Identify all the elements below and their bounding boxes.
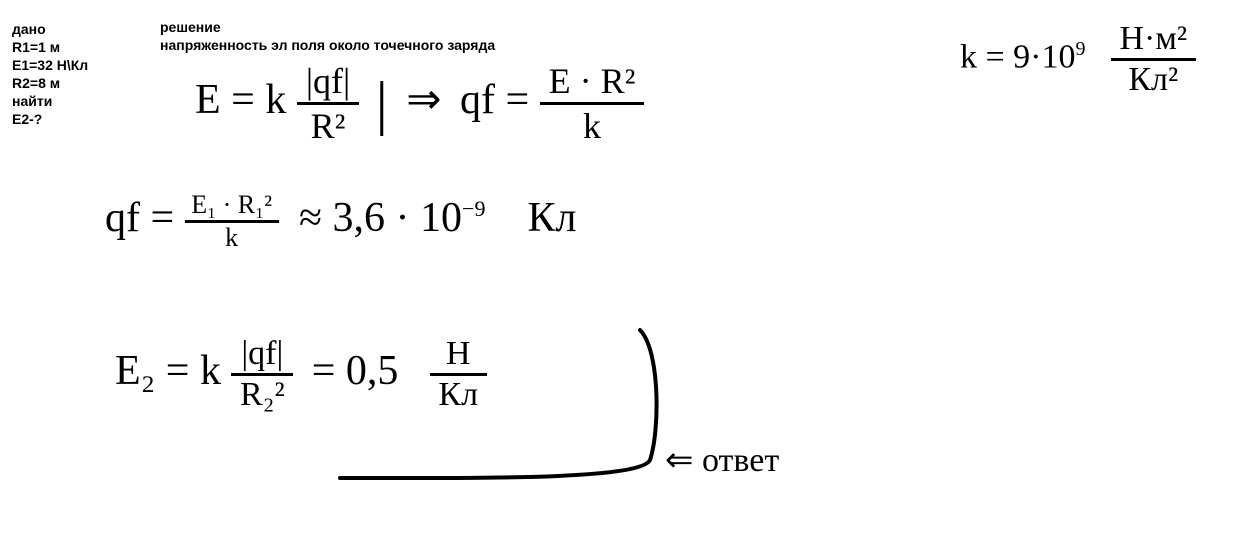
k-constant-exp: 9 — [1076, 38, 1086, 60]
given-header: дано — [12, 20, 46, 38]
k-constant-unit: Н·м² Кл² — [1111, 20, 1196, 99]
eq1-rfrac: E · R² k — [540, 60, 645, 147]
eq3-den: R₂² — [231, 373, 293, 414]
formula-line-1: E = k |qf| R² | ⇒ qf = E · R² k — [195, 60, 644, 147]
eq3-frac: |qf| R₂² — [231, 335, 293, 414]
eq3-lhs: E₂ = k — [115, 348, 221, 394]
eq2-num: E₁ · R₁² — [185, 190, 279, 220]
eq1-rnum: E · R² — [540, 60, 645, 102]
eq2-unit: Кл — [527, 195, 576, 241]
eq1-frac: |qf| R² — [297, 60, 359, 147]
eq3-uden: Кл — [430, 373, 487, 414]
k-constant: k = 9·109 Н·м² Кл² — [960, 20, 1196, 99]
k-unit-num: Н·м² — [1111, 20, 1196, 58]
k-unit-den: Кл² — [1111, 58, 1196, 99]
formula-line-2: qf = E₁ · R₁² k ≈ 3,6 · 10−9 Кл — [105, 190, 576, 253]
eq2-approx: ≈ 3,6 · 10 — [299, 195, 462, 241]
eq1-rden: k — [540, 102, 645, 147]
eq1-lhs: E = k — [195, 77, 286, 123]
eq3-num: |qf| — [231, 335, 293, 373]
find-e2: E2-? — [12, 110, 42, 128]
eq1-num: |qf| — [297, 60, 359, 102]
eq3-eq: = 0,5 — [312, 348, 399, 394]
eq1-bar: | — [376, 70, 388, 136]
eq2-frac: E₁ · R₁² k — [185, 190, 279, 253]
given-r2: R2=8 м — [12, 74, 60, 92]
eq2-den: k — [185, 220, 279, 253]
eq1-arrow: ⇒ — [406, 77, 441, 123]
eq2-exp: −9 — [462, 196, 485, 221]
eq2-q: qf = — [105, 195, 174, 241]
eq1-q: qf = — [460, 77, 529, 123]
k-constant-lhs: k = 9·10 — [960, 38, 1076, 75]
solution-header: решение — [160, 18, 221, 36]
eq1-den: R² — [297, 102, 359, 147]
given-r1: R1=1 м — [12, 38, 60, 56]
eq3-unum: Н — [430, 335, 487, 373]
answer-label: ⇐ ответ — [665, 440, 779, 480]
find-header: найти — [12, 92, 52, 110]
solution-subtitle: напряженность эл поля около точечного за… — [160, 36, 495, 54]
formula-line-3: E₂ = k |qf| R₂² = 0,5 Н Кл — [115, 335, 487, 414]
given-e1: E1=32 Н\Кл — [12, 56, 88, 74]
answer-arrow-icon: ⇐ — [665, 442, 694, 479]
eq3-unit-frac: Н Кл — [430, 335, 487, 414]
answer-text: ответ — [702, 442, 779, 479]
